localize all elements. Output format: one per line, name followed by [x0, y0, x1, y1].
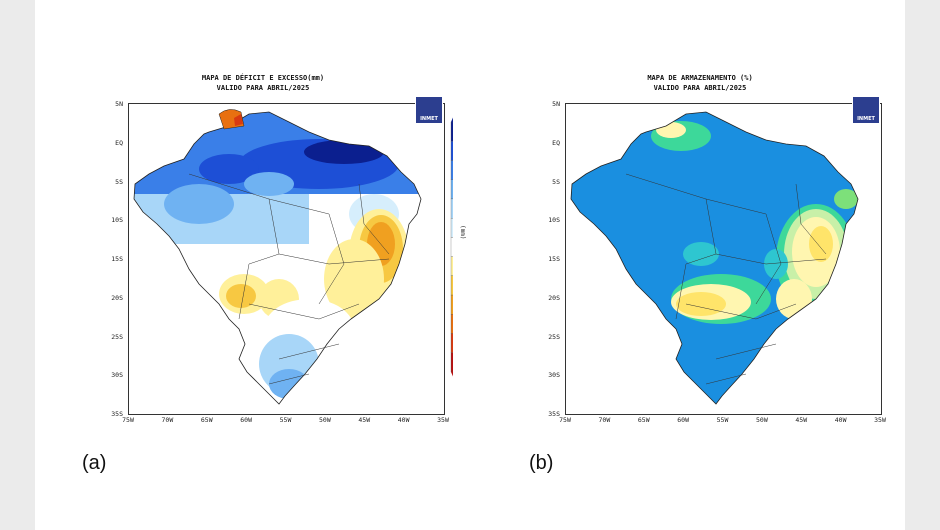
x-tick-label: 55W	[716, 416, 729, 424]
colorbar-unit-label: (mm)	[459, 225, 466, 240]
map-subtitle: VALIDO PARA ABRIL/2025	[653, 84, 747, 92]
colorbar-segment	[450, 121, 453, 142]
x-tick-label: 65W	[200, 416, 213, 424]
colorbar-segment	[450, 314, 453, 334]
y-tick-label: 35S	[111, 410, 123, 418]
colorbar-segment	[450, 237, 453, 257]
x-tick-label: 50W	[756, 416, 768, 424]
figure-sheet: MAPA DE DÉFICIT E EXCESSO(mm) VALIDO PAR…	[35, 0, 905, 530]
colorbar-a: 200150130100603010-10-30-60-100-130-150-…	[450, 117, 453, 377]
y-tick-label: 10S	[111, 216, 123, 225]
y-tick-label: 30S	[548, 371, 560, 380]
x-tick-label: 45W	[795, 416, 808, 424]
x-tick-label: 70W	[598, 416, 611, 424]
y-tick-label: 5N	[552, 100, 560, 108]
colorbar-segment	[450, 160, 453, 180]
y-tick-label: 35S	[548, 410, 560, 418]
y-tick-label: 20S	[548, 293, 560, 302]
x-tick-label: 50W	[319, 416, 331, 424]
x-tick-label: 55W	[279, 416, 292, 424]
y-tick-label: EQ	[115, 138, 123, 147]
panel-b-caption: (b)	[529, 452, 554, 474]
colorbar-segment	[450, 179, 453, 200]
map-plot-area	[565, 103, 882, 415]
x-tick-label: 60W	[677, 416, 689, 424]
x-tick-label: 60W	[240, 416, 252, 424]
x-tick-label: 45W	[358, 416, 371, 424]
x-tick-label: 40W	[397, 416, 410, 424]
colorbar-segment	[450, 198, 453, 219]
y-tick-label: 10S	[548, 216, 560, 225]
colorbar-segment	[450, 333, 453, 353]
map-plot-area	[128, 103, 445, 415]
colorbar-segment	[450, 141, 453, 161]
storage-map-panel: MAPA DE ARMAZENAMENTO (%) VALIDO PARA AB…	[510, 0, 890, 440]
x-tick-label: 40W	[834, 416, 847, 424]
colorbar-bottom-arrow	[451, 372, 453, 377]
deficit-excess-map-panel: MAPA DE DÉFICIT E EXCESSO(mm) VALIDO PAR…	[73, 0, 466, 440]
x-tick-label: 75W	[559, 416, 571, 424]
y-tick-label: 30S	[111, 371, 123, 380]
x-tick-label: 70W	[161, 416, 174, 424]
x-tick-label: 75W	[122, 416, 134, 424]
map-subtitle: VALIDO PARA ABRIL/2025	[216, 84, 310, 92]
x-tick-label: 65W	[637, 416, 650, 424]
colorbar-segment	[450, 352, 453, 373]
x-tick-label: 35W	[874, 416, 886, 424]
colorbar-segment	[450, 218, 453, 238]
colorbar-segment	[450, 275, 453, 296]
y-tick-label: 5S	[115, 177, 123, 186]
map-title: MAPA DE ARMAZENAMENTO (%)	[647, 74, 753, 82]
y-tick-label: 5N	[115, 100, 123, 108]
y-tick-label: 25S	[548, 332, 560, 341]
y-tick-label: 5S	[552, 177, 560, 186]
map-title: MAPA DE DÉFICIT E EXCESSO(mm)	[201, 74, 325, 82]
y-tick-label: 20S	[111, 293, 123, 302]
colorbar-b: 9080706050403020103	[510, 0, 890, 440]
y-tick-label: 15S	[548, 255, 560, 263]
panel-a-caption: (a)	[82, 452, 107, 474]
y-tick-label: 25S	[111, 332, 123, 341]
inmet-logo: INMET	[852, 96, 880, 124]
colorbar-top-arrow	[451, 117, 453, 122]
x-tick-label: 35W	[437, 416, 449, 424]
y-tick-label: EQ	[552, 138, 560, 147]
y-tick-label: 15S	[111, 255, 123, 263]
colorbar-segment	[450, 256, 453, 276]
colorbar-segment	[450, 294, 453, 315]
brazil-storage-map	[570, 111, 859, 405]
brazil-deficit-map	[133, 109, 422, 405]
inmet-logo: INMET	[415, 96, 443, 124]
